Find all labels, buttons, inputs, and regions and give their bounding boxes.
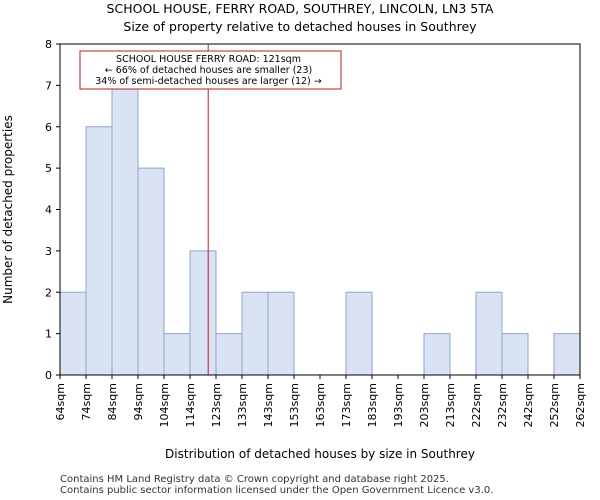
x-tick-label-104sqm: 104sqm xyxy=(158,383,171,427)
x-tick-label-193sqm: 193sqm xyxy=(392,383,405,427)
footer-licence: Contains public sector information licen… xyxy=(60,485,494,496)
x-tick-label-64sqm: 64sqm xyxy=(54,383,67,420)
x-tick-label-213sqm: 213sqm xyxy=(444,383,457,427)
x-tick-label-222sqm: 222sqm xyxy=(470,383,483,427)
x-tick-label-163sqm: 163sqm xyxy=(314,383,327,427)
x-tick-label-123sqm: 123sqm xyxy=(210,383,223,427)
annotation-line-1: SCHOOL HOUSE FERRY ROAD: 121sqm xyxy=(116,54,301,65)
chart-title-line1: SCHOOL HOUSE, FERRY ROAD, SOUTHREY, LINC… xyxy=(106,1,494,16)
x-tick-label-133sqm: 133sqm xyxy=(236,383,249,427)
x-tick-label-203sqm: 203sqm xyxy=(418,383,431,427)
x-tick-label-74sqm: 74sqm xyxy=(80,383,93,420)
x-tick-label-262sqm: 262sqm xyxy=(574,383,587,427)
chart-title-line2: Size of property relative to detached ho… xyxy=(123,19,477,34)
y-axis-label: Number of detached properties xyxy=(1,115,15,304)
x-axis-label: Distribution of detached houses by size … xyxy=(165,447,475,461)
y-tick-label-7: 7 xyxy=(45,79,52,92)
y-tick-label-2: 2 xyxy=(45,286,52,299)
x-tick-label-114sqm: 114sqm xyxy=(184,383,197,427)
bar-133sqm xyxy=(241,291,269,376)
y-tick-label-0: 0 xyxy=(45,369,52,382)
bar-232sqm xyxy=(501,333,529,376)
bar-84sqm xyxy=(111,84,139,376)
y-tick-label-5: 5 xyxy=(45,162,52,175)
x-tick-label-183sqm: 183sqm xyxy=(366,383,379,427)
y-tick-label-1: 1 xyxy=(45,328,52,341)
x-tick-label-173sqm: 173sqm xyxy=(340,383,353,427)
bar-203sqm xyxy=(423,333,451,376)
x-tick-label-84sqm: 84sqm xyxy=(106,383,119,420)
bar-123sqm xyxy=(215,333,243,376)
bar-104sqm xyxy=(163,333,191,376)
bar-143sqm xyxy=(267,291,295,376)
bar-222sqm xyxy=(475,291,503,376)
bar-252sqm xyxy=(553,333,581,376)
x-tick-label-153sqm: 153sqm xyxy=(288,383,301,427)
bar-114sqm xyxy=(189,250,217,376)
y-tick-label-6: 6 xyxy=(45,121,52,134)
annotation-box xyxy=(79,50,342,90)
y-tick-label-8: 8 xyxy=(45,38,52,51)
x-tick-label-252sqm: 252sqm xyxy=(548,383,561,427)
x-tick-label-143sqm: 143sqm xyxy=(262,383,275,427)
x-tick-label-94sqm: 94sqm xyxy=(132,383,145,420)
bar-173sqm xyxy=(345,291,373,376)
bar-94sqm xyxy=(137,167,165,376)
annotation-line-3: 34% of semi-detached houses are larger (… xyxy=(95,76,322,87)
y-tick-label-3: 3 xyxy=(45,245,52,258)
footer-copyright: Contains HM Land Registry data © Crown c… xyxy=(60,474,449,485)
bar-64sqm xyxy=(59,291,87,376)
x-tick-label-242sqm: 242sqm xyxy=(522,383,535,427)
annotation-line-2: ← 66% of detached houses are smaller (23… xyxy=(105,65,312,76)
y-tick-label-4: 4 xyxy=(45,204,52,217)
bar-74sqm xyxy=(85,126,113,376)
x-tick-label-232sqm: 232sqm xyxy=(496,383,509,427)
